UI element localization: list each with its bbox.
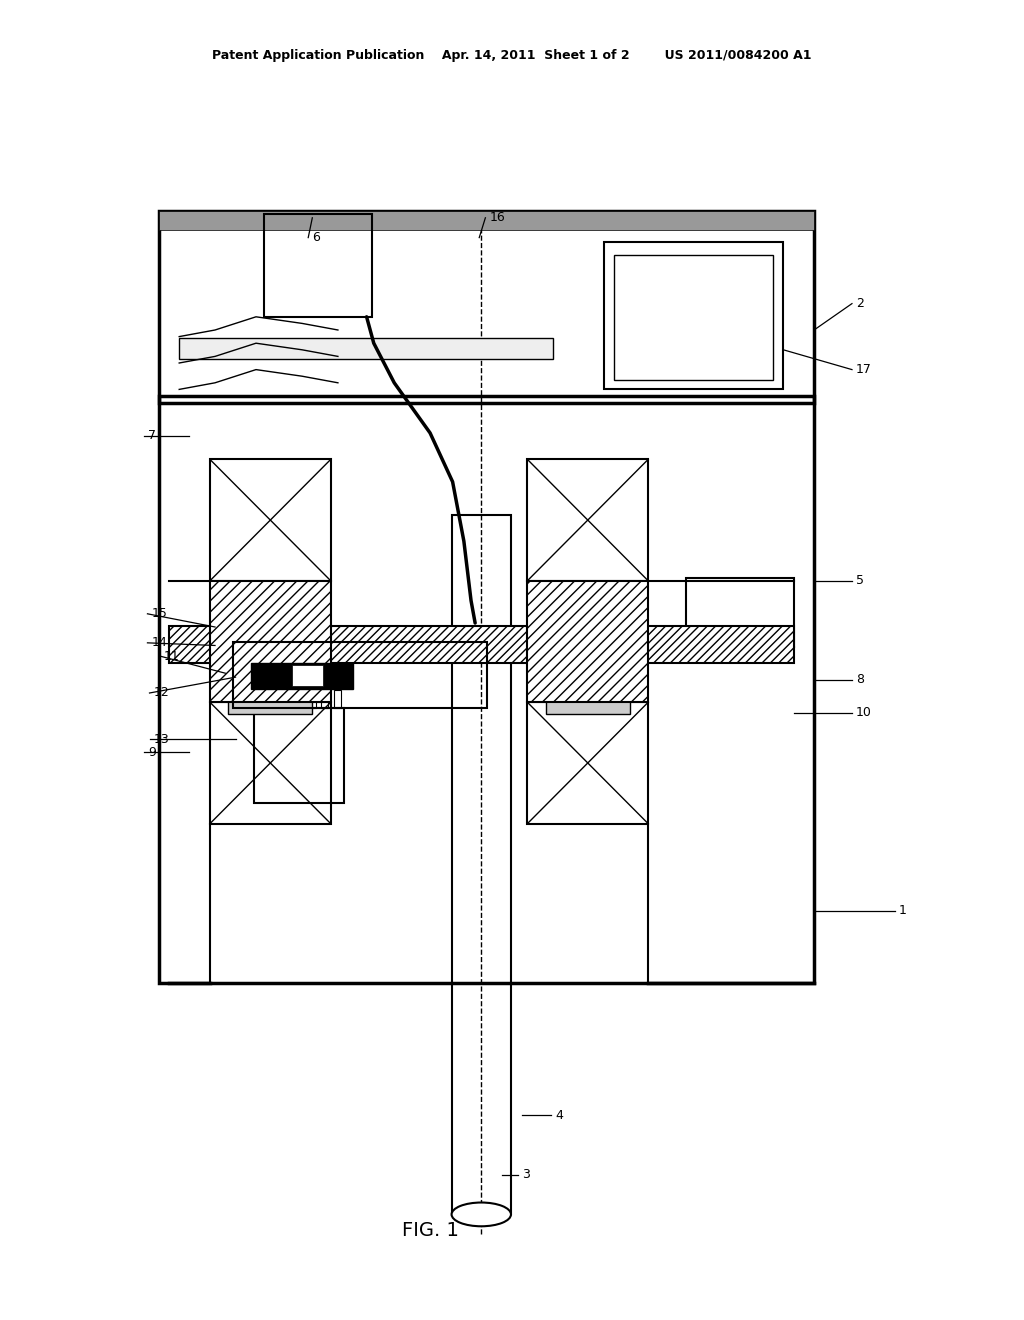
Bar [228,698,312,714]
Bar [210,702,331,824]
Bar [527,459,648,581]
Bar [169,626,794,663]
Bar [179,338,553,359]
Bar [270,690,276,708]
Bar [257,690,264,708]
Text: 1: 1 [899,904,907,917]
Bar [369,634,387,660]
Bar [227,630,284,656]
Bar [436,628,526,647]
Bar [159,211,814,230]
Bar [233,642,487,708]
Text: FIG. 1: FIG. 1 [401,1221,459,1239]
Text: 16: 16 [489,211,505,224]
Bar [251,663,353,689]
Bar [292,665,323,686]
Bar [334,690,341,708]
Text: 8: 8 [856,673,864,686]
Bar [264,214,372,317]
Bar [604,242,783,389]
Bar [614,255,773,380]
Bar [394,634,413,660]
Bar [236,607,287,628]
Bar [546,698,630,714]
Bar [308,690,315,708]
Text: 6: 6 [312,231,321,244]
Text: 2: 2 [856,297,864,310]
Text: 4: 4 [555,1109,563,1122]
Text: 3: 3 [522,1168,530,1181]
Bar [686,578,794,647]
Text: Patent Application Publication    Apr. 14, 2011  Sheet 1 of 2        US 2011/008: Patent Application Publication Apr. 14, … [212,49,812,62]
Bar [296,690,303,708]
Text: 17: 17 [856,363,872,376]
Bar [322,690,329,708]
Bar [159,211,814,403]
Bar [527,581,648,702]
Bar [452,515,511,1214]
Bar [527,702,648,824]
Ellipse shape [452,1203,511,1226]
Text: 15: 15 [152,607,168,620]
Bar [445,634,464,660]
Text: 5: 5 [856,574,864,587]
Text: 7: 7 [148,429,157,442]
Bar [210,459,331,581]
Text: 11: 11 [164,649,179,663]
Text: 9: 9 [148,746,157,759]
Text: 10: 10 [856,706,872,719]
Text: 14: 14 [152,636,167,649]
Bar [159,396,814,983]
Bar [425,634,443,660]
Text: 12: 12 [154,686,169,700]
Bar [210,581,331,702]
Text: 13: 13 [154,733,169,746]
Bar [254,708,344,803]
Bar [283,690,290,708]
